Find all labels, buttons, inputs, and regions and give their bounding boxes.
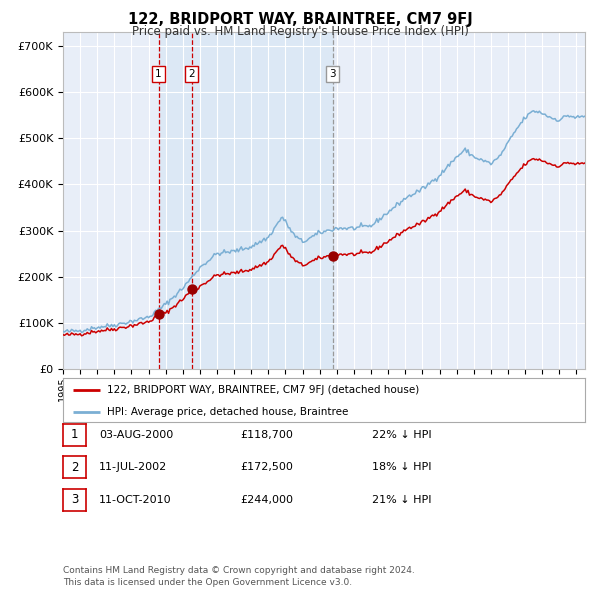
- Text: 122, BRIDPORT WAY, BRAINTREE, CM7 9FJ: 122, BRIDPORT WAY, BRAINTREE, CM7 9FJ: [128, 12, 472, 27]
- Text: 3: 3: [71, 493, 78, 506]
- Text: 11-JUL-2002: 11-JUL-2002: [99, 463, 167, 472]
- Text: 1: 1: [71, 428, 78, 441]
- Text: 11-OCT-2010: 11-OCT-2010: [99, 495, 172, 504]
- Text: 18% ↓ HPI: 18% ↓ HPI: [372, 463, 431, 472]
- Text: 3: 3: [329, 69, 336, 79]
- Text: £172,500: £172,500: [240, 463, 293, 472]
- Text: Contains HM Land Registry data © Crown copyright and database right 2024.
This d: Contains HM Land Registry data © Crown c…: [63, 566, 415, 587]
- Text: 2: 2: [71, 461, 78, 474]
- Bar: [158, 32, 192, 369]
- Text: 1: 1: [155, 69, 162, 79]
- Text: Price paid vs. HM Land Registry's House Price Index (HPI): Price paid vs. HM Land Registry's House …: [131, 25, 469, 38]
- Text: £118,700: £118,700: [240, 430, 293, 440]
- Text: 03-AUG-2000: 03-AUG-2000: [99, 430, 173, 440]
- Text: 22% ↓ HPI: 22% ↓ HPI: [372, 430, 431, 440]
- Text: 122, BRIDPORT WAY, BRAINTREE, CM7 9FJ (detached house): 122, BRIDPORT WAY, BRAINTREE, CM7 9FJ (d…: [107, 385, 419, 395]
- Text: HPI: Average price, detached house, Braintree: HPI: Average price, detached house, Brai…: [107, 407, 349, 417]
- Text: 2: 2: [188, 69, 195, 79]
- Text: 21% ↓ HPI: 21% ↓ HPI: [372, 495, 431, 504]
- Bar: [192, 32, 333, 369]
- Text: £244,000: £244,000: [240, 495, 293, 504]
